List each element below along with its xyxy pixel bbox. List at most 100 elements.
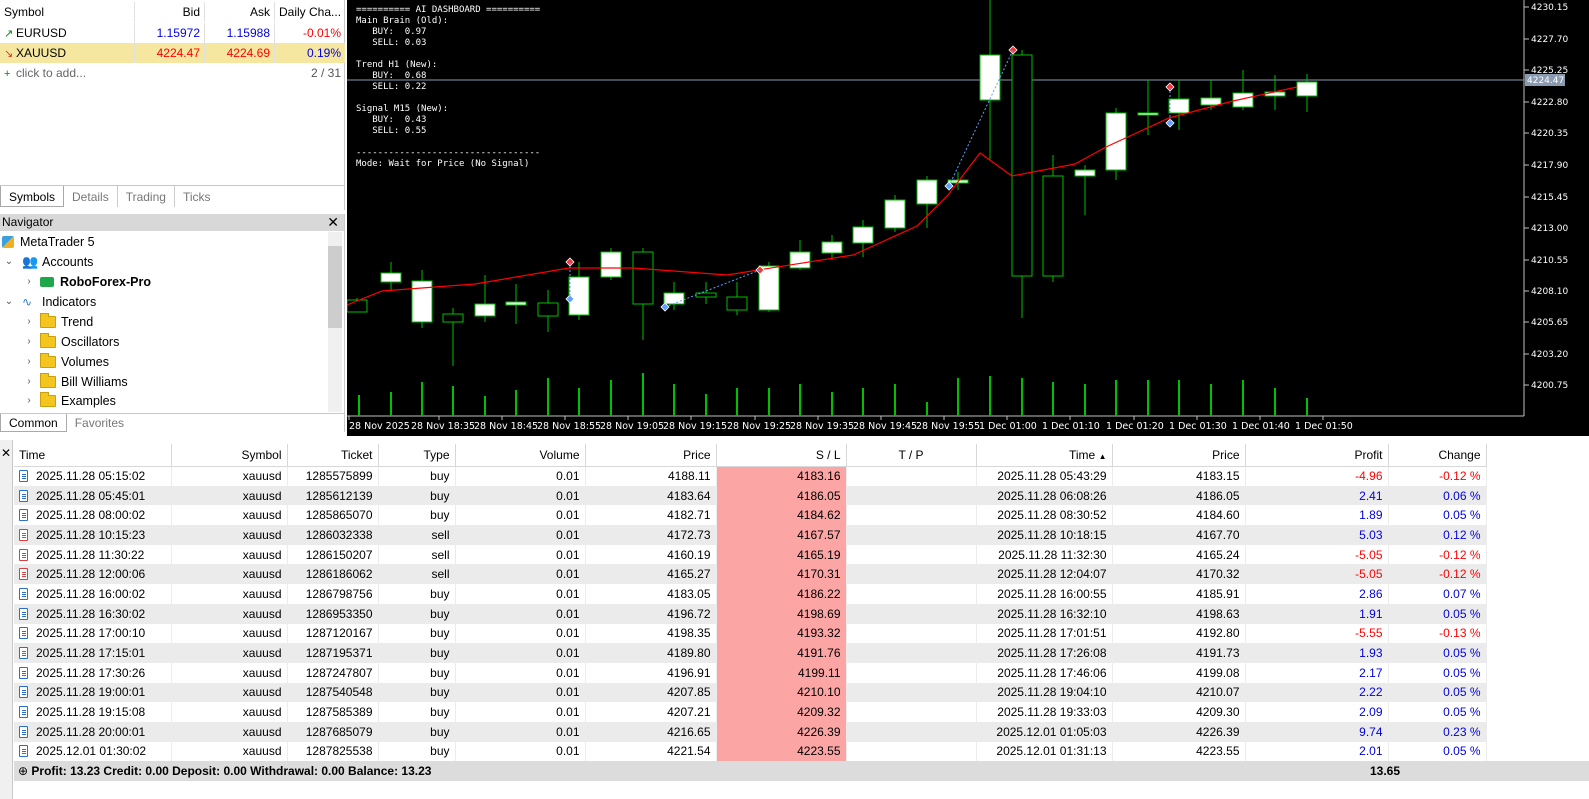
arrow-up-icon: ↗	[4, 28, 14, 40]
nav-folder-bill-williams[interactable]: › Bill Williams	[22, 372, 128, 392]
col-header-symbol[interactable]: Symbol	[0, 2, 135, 22]
chart-canvas[interactable]: 4230.15 4227.70 4225.25 4222.80 4220.35 4217.…	[347, 0, 1589, 436]
table-row[interactable]: 2025.11.28 12:00:06 xauusd 1286186062 sell 0…	[14, 564, 1487, 585]
symbol-row-eurusd[interactable]: ↗ EURUSD 1.15972 1.15988 -0.01%	[0, 23, 345, 43]
deal-icon	[19, 666, 28, 679]
tab-common[interactable]: Common	[0, 414, 67, 432]
candle-body	[1168, 98, 1190, 114]
col-header-profit[interactable]: Profit	[1245, 444, 1389, 467]
cell-take-profit	[846, 721, 977, 742]
col-header-tp[interactable]: T / P	[846, 444, 977, 467]
tab-symbols[interactable]: Symbols	[0, 186, 65, 207]
nav-root[interactable]: MetaTrader 5	[2, 232, 95, 252]
col-header-change[interactable]: Change	[1388, 444, 1487, 467]
col-header-ticket[interactable]: Ticket	[287, 444, 379, 467]
table-row[interactable]: 2025.11.28 16:00:02 xauusd 1286798756 buy 0.…	[14, 584, 1487, 604]
table-row[interactable]: 2025.11.28 16:30:02 xauusd 1286953350 buy 0.…	[14, 603, 1487, 624]
cell-type: sell	[378, 525, 456, 545]
chevron-right-icon[interactable]: ›	[27, 336, 31, 347]
table-row[interactable]: 2025.11.28 10:15:23 xauusd 1286032338 sell 0…	[14, 525, 1487, 545]
chevron-down-icon[interactable]: ⌄	[4, 296, 14, 307]
col-header-bid[interactable]: Bid	[135, 2, 205, 22]
time-axis-label: 1 Dec 01:30	[1169, 421, 1227, 432]
candle-body	[1074, 169, 1096, 177]
cell-close-time: 2025.11.28 17:46:06	[976, 662, 1113, 683]
close-icon[interactable]: ✕	[327, 214, 339, 230]
cell-change: 0.06 %	[1388, 485, 1487, 506]
candle-body	[789, 251, 811, 269]
close-icon[interactable]: ✕	[1, 446, 12, 460]
col-header-type[interactable]: Type	[378, 444, 456, 467]
cell-close-time: 2025.11.28 16:00:55	[976, 584, 1113, 604]
nav-account-label: RoboForex-Pro	[60, 275, 151, 289]
table-row[interactable]: 2025.11.28 19:00:01 xauusd 1287540548 buy 0.…	[14, 682, 1487, 703]
folder-icon	[40, 392, 56, 407]
summary-expand-icon[interactable]: ⊕	[18, 764, 29, 778]
candle-body	[380, 272, 402, 283]
cell-take-profit	[846, 741, 977, 762]
col-header-sl[interactable]: S / L	[716, 444, 847, 467]
cell-close-price: 4184.60	[1112, 505, 1246, 526]
chevron-right-icon[interactable]: ›	[27, 276, 31, 287]
cell-close-time: 2025.11.28 16:32:10	[976, 603, 1113, 624]
col-header-volume[interactable]: Volume	[455, 444, 586, 467]
time-axis-label: 28 Nov 2025	[349, 421, 410, 432]
table-row[interactable]: 2025.11.28 19:15:08 xauusd 1287585389 buy 0.…	[14, 702, 1487, 722]
chevron-right-icon[interactable]: ›	[27, 395, 31, 406]
cell-close-price: 4223.55	[1112, 741, 1246, 762]
nav-folder-oscillators[interactable]: › Oscillators	[22, 332, 119, 352]
col-header-close-price[interactable]: Price	[1112, 444, 1246, 467]
candle-body	[568, 276, 590, 316]
deal-icon	[19, 607, 28, 620]
table-row[interactable]: 2025.11.28 20:00:01 xauusd 1287685079 buy 0.…	[14, 721, 1487, 742]
col-header-close-time[interactable]: Time ▲	[976, 444, 1113, 467]
navigator-scrollbar-thumb[interactable]	[328, 246, 342, 328]
chevron-right-icon[interactable]: ›	[27, 316, 31, 327]
nav-accounts[interactable]: ⌄ 👥 Accounts	[2, 252, 94, 272]
chevron-right-icon[interactable]: ›	[27, 376, 31, 387]
cell-profit: 1.89	[1245, 505, 1389, 526]
daily-change-value: -0.01%	[302, 26, 341, 40]
nav-folder-volumes[interactable]: › Volumes	[22, 352, 109, 372]
cell-close-price: 4226.39	[1112, 721, 1246, 742]
price-chart[interactable]: 4230.15 4227.70 4225.25 4222.80 4220.35 4217.…	[347, 0, 1589, 436]
cell-close-price: 4198.63	[1112, 603, 1246, 624]
tab-trading[interactable]: Trading	[118, 186, 175, 207]
table-row[interactable]: 2025.11.28 17:00:10 xauusd 1287120167 buy 0.…	[14, 623, 1487, 644]
table-row[interactable]: 2025.11.28 11:30:22 xauusd 1286150207 sell 0…	[14, 544, 1487, 565]
folder-icon	[40, 333, 56, 348]
cell-symbol: xauusd	[171, 682, 288, 703]
cell-open-price: 4207.21	[585, 702, 717, 722]
dashboard-line: SELL: 0.03	[356, 38, 427, 48]
table-row[interactable]: 2025.11.28 05:45:01 xauusd 1285612139 buy 0.…	[14, 485, 1487, 506]
cell-change: 0.05 %	[1388, 505, 1487, 526]
table-row[interactable]: 2025.11.28 17:30:26 xauusd 1287247807 buy 0.…	[14, 662, 1487, 683]
table-row[interactable]: 2025.11.28 05:15:02 xauusd 1285575899 buy 0.…	[14, 466, 1487, 486]
nav-indicators[interactable]: ⌄ ∿ Indicators	[2, 292, 96, 312]
chevron-down-icon[interactable]: ⌄	[4, 256, 14, 267]
nav-folder-trend[interactable]: › Trend	[22, 312, 93, 332]
tab-favorites[interactable]: Favorites	[74, 416, 125, 430]
table-row[interactable]: 2025.12.01 01:30:02 xauusd 1287825538 buy 0.…	[14, 741, 1487, 762]
col-header-price[interactable]: Price	[585, 444, 717, 467]
col-header-symbol[interactable]: Symbol	[171, 444, 288, 467]
open-time-value: 2025.12.01 01:30:02	[36, 744, 147, 759]
cell-change: 0.23 %	[1388, 721, 1487, 742]
tab-ticks[interactable]: Ticks	[182, 190, 211, 204]
col-header-daily-change[interactable]: Daily Cha...	[279, 5, 342, 19]
nav-folder-examples[interactable]: › Examples	[22, 391, 116, 411]
cell-take-profit	[846, 584, 977, 604]
chevron-right-icon[interactable]: ›	[27, 356, 31, 367]
nav-account-roboforex[interactable]: › RoboForex-Pro	[22, 272, 151, 292]
candle-body	[1200, 97, 1222, 106]
col-header-ask[interactable]: Ask	[205, 2, 275, 22]
price-axis-label: 4225.25	[1531, 66, 1568, 76]
symbol-row-xauusd[interactable]: ↘ XAUUSD 4224.47 4224.69 0.19%	[0, 43, 345, 63]
tab-details[interactable]: Details	[64, 186, 118, 207]
add-symbol-row[interactable]: + click to add... 2 / 31	[0, 63, 345, 83]
table-row[interactable]: 2025.11.28 17:15:01 xauusd 1287195371 buy 0.…	[14, 643, 1487, 663]
col-header-time[interactable]: Time	[14, 444, 172, 467]
cell-change: -0.12 %	[1388, 466, 1487, 486]
table-row[interactable]: 2025.11.28 08:00:02 xauusd 1285865070 buy 0.…	[14, 505, 1487, 526]
cell-ticket: 1285612139	[287, 485, 379, 506]
